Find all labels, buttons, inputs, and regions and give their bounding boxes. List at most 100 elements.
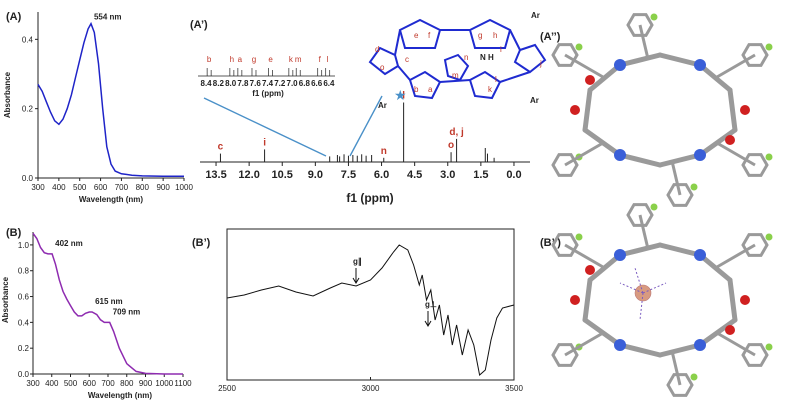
epr-trace xyxy=(226,244,515,376)
uv-vis-chart-b: 300 400 500 600 700 800 900 1000 1100 0.0 0.2 0.4 0.… xyxy=(1,232,192,400)
g-perp-arrow-icon xyxy=(424,311,432,327)
chart-b-annotation-615: 615 nm xyxy=(95,297,123,306)
struct-b-aryl-ring xyxy=(741,343,769,367)
inset-xlabel: f1 (ppm) xyxy=(252,89,284,98)
nmr-peak-label: l xyxy=(402,91,405,102)
chart-a-y-tick-label: 0.2 xyxy=(22,105,34,114)
chart-a-x-tick-label: 600 xyxy=(94,183,108,192)
struct-a-aryl-ring xyxy=(626,13,654,37)
inset-peak-label: g xyxy=(252,55,256,64)
chart-a-x-tick-label: 300 xyxy=(31,183,45,192)
struct-b-aryl-bond xyxy=(716,331,756,357)
inset-x-tick-label: 7.8 xyxy=(237,79,249,88)
molecule-ar-label-1: Ar xyxy=(531,11,540,20)
chart-b-x-tick-label: 300 xyxy=(26,379,40,388)
molecule-atom-label: b xyxy=(414,85,419,94)
nmr-peak-label: i xyxy=(263,137,266,148)
struct-a-fluorine-atom xyxy=(575,43,583,51)
inset-peak-label: l xyxy=(327,55,329,64)
lactam-ring-right xyxy=(513,43,547,74)
epr-x-tick-label: 2500 xyxy=(218,384,236,393)
star-icon: ★ xyxy=(394,88,407,104)
chart-a-x-tick-label: 700 xyxy=(115,183,129,192)
molecule-ar-label-2: Ar xyxy=(530,96,539,105)
epr-spectrum: 2500 3000 3500 g∥ g⊥ xyxy=(218,228,523,393)
struct-b-aryl-bond xyxy=(564,243,604,269)
chart-b-series-line xyxy=(32,232,183,375)
molecule-atom-label: m xyxy=(452,71,459,80)
chart-a-x-tick-label: 400 xyxy=(52,183,66,192)
struct-b-nitrogen-atom xyxy=(614,249,626,261)
nmr-x-tick-label: 6.0 xyxy=(374,169,389,181)
struct-a-aryl-ring xyxy=(741,43,769,67)
struct-a-oxygen-atom xyxy=(570,105,580,115)
epr-g-parallel-label: g∥ xyxy=(353,257,362,266)
chart-b-x-tick-label: 700 xyxy=(101,379,115,388)
inset-x-tick-label: 6.6 xyxy=(311,79,323,88)
inset-peak-label: a xyxy=(238,55,243,64)
pyrrole-ring-top-right xyxy=(468,18,512,49)
struct-a-bond xyxy=(727,87,738,133)
nmr-peak-label: n xyxy=(381,146,387,157)
struct-b-oxygen-atom xyxy=(570,295,580,305)
chart-b-ylabel: Absorbance xyxy=(1,276,10,323)
panel-label-b-prime: (B’) xyxy=(192,237,211,249)
struct-b-bond xyxy=(617,342,663,358)
struct-a-oxygen-atom xyxy=(740,105,750,115)
chart-b-annotation-709: 709 nm xyxy=(113,307,141,316)
inset-x-tick-label: 6.4 xyxy=(323,79,335,88)
nmr-x-tick-label: 12.0 xyxy=(238,169,259,181)
struct-a-nitrogen-atom xyxy=(694,149,706,161)
molecule-atom-label: d xyxy=(375,45,379,54)
porphyrin-structure xyxy=(368,18,547,100)
nmr-x-tick-label: 3.0 xyxy=(440,169,455,181)
molecule-nh-label: N H xyxy=(480,53,494,62)
coordination-bonds xyxy=(619,267,667,321)
molecule-atom-label: c xyxy=(405,55,409,64)
inset-x-tick-label: 7.2 xyxy=(274,79,286,88)
chart-b-y-tick-label: 1.0 xyxy=(18,241,30,250)
chart-b-x-tick-label: 900 xyxy=(139,379,153,388)
struct-a-aryl-bond xyxy=(564,53,604,79)
g-parallel-arrow-icon xyxy=(352,268,360,284)
struct-b-aryl-ring xyxy=(551,233,579,257)
struct-a-aryl-bond xyxy=(564,141,604,167)
struct-a-aryl-ring xyxy=(551,153,579,177)
chart-b-annotation-402: 402 nm xyxy=(55,239,83,248)
molecule-atom-label: i xyxy=(500,45,502,54)
molecule-atom-label: n xyxy=(464,53,468,62)
struct-a-bond xyxy=(617,52,663,68)
inset-x-tick-label: 7.4 xyxy=(262,79,274,88)
struct-a-aryl-bond xyxy=(716,141,756,167)
struct-a-nitrogen-atom xyxy=(694,59,706,71)
struct-a-aryl-ring xyxy=(666,183,694,207)
inset-x-tick-label: 8.0 xyxy=(225,79,237,88)
struct-a-fluorine-atom xyxy=(690,183,698,191)
panel-label-b: (B) xyxy=(6,227,22,239)
molecule-atom-label: f xyxy=(428,31,431,40)
panel-label-a-prime: (A’) xyxy=(190,19,208,31)
struct-b-bond xyxy=(697,252,733,283)
struct-a-aryl-bond xyxy=(670,160,682,196)
inset-peak-label: h xyxy=(230,55,234,64)
nmr-x-tick-label: 7.5 xyxy=(341,169,356,181)
pyrrole-ring-bottom-left xyxy=(408,70,442,100)
nmr-x-tick-label: 10.5 xyxy=(272,169,293,181)
epr-g-perp-label: g⊥ xyxy=(425,300,437,309)
chart-b-y-tick-label: 0.6 xyxy=(18,293,30,302)
inset-peak-label: m xyxy=(295,55,302,64)
struct-a-aryl-ring xyxy=(551,43,579,67)
chart-a-y-tick-label: 0.0 xyxy=(22,174,34,183)
nmr-peak-label: o xyxy=(448,140,454,151)
struct-a-bond xyxy=(582,87,593,133)
chart-b-y-tick-label: 0.2 xyxy=(18,344,30,353)
panel-label-a-dprime: (A’’) xyxy=(540,31,561,43)
epr-frame xyxy=(226,228,515,381)
molecule-atom-label: j xyxy=(539,59,542,68)
chart-b-x-tick-label: 400 xyxy=(45,379,59,388)
chart-a-xlabel: Wavelength (nm) xyxy=(79,195,143,204)
chart-a-x-tick-label: 900 xyxy=(156,183,170,192)
nmr-x-tick-label: 9.0 xyxy=(308,169,323,181)
chart-a-peak-annotation: 554 nm xyxy=(94,13,122,22)
